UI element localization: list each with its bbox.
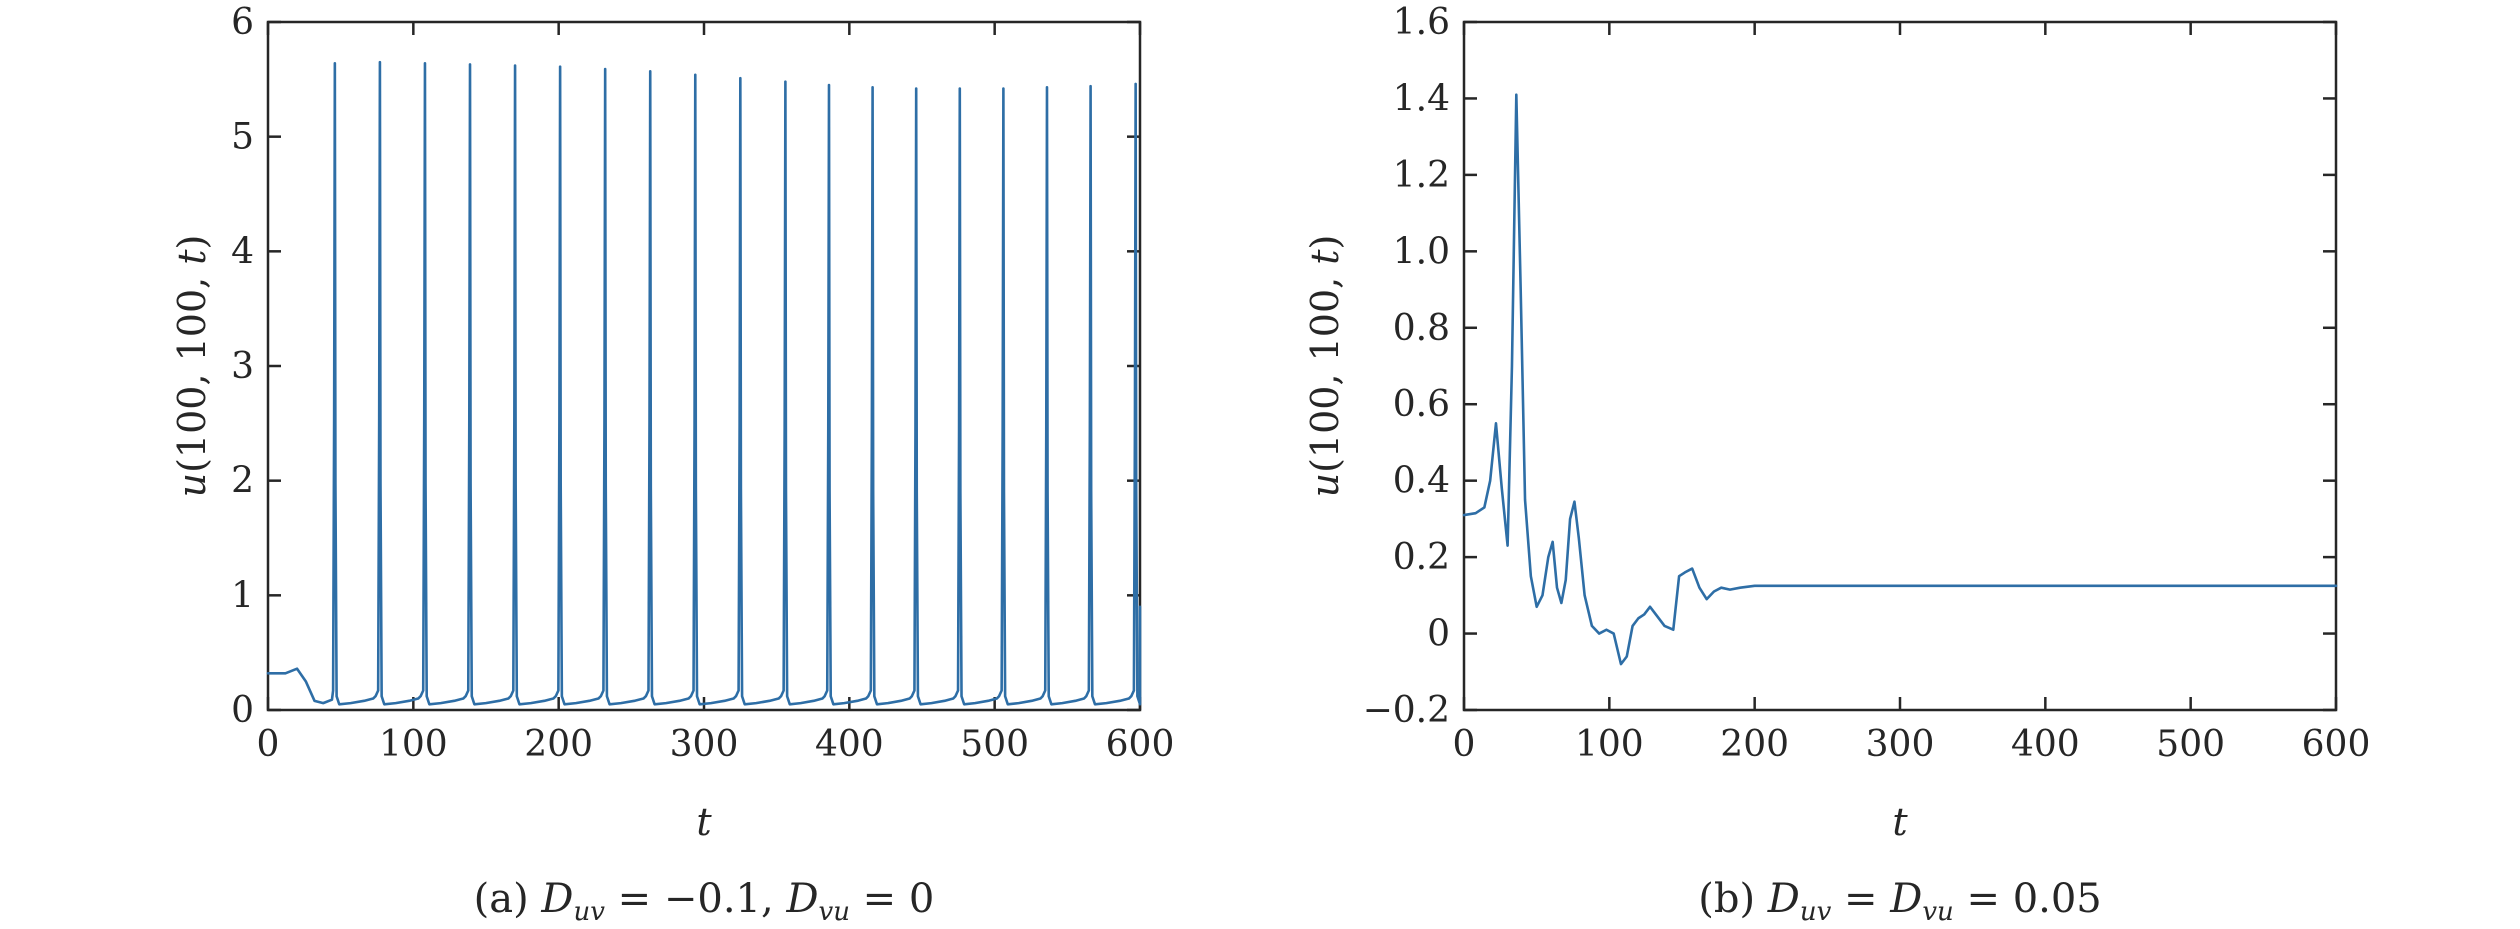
panel-a-y-axis-label-t: t	[170, 249, 214, 265]
x-tick-label: 600	[1106, 724, 1175, 765]
y-tick-label: 0	[1427, 614, 1450, 655]
y-tick-label: 0.6	[1393, 384, 1450, 425]
y-tick-label: −0.2	[1363, 690, 1450, 731]
x-tick-label: 300	[670, 724, 739, 765]
panel-b-y-axis-label: u(100, 100, t)	[1303, 235, 1347, 498]
y-tick-label: 3	[231, 346, 254, 387]
panel-b-ticks	[1462, 20, 2338, 712]
x-tick-label: 100	[379, 724, 448, 765]
x-tick-label: 0	[257, 724, 280, 765]
y-tick-label: 1.0	[1393, 231, 1450, 272]
panel-a-caption-prefix: (a)	[474, 876, 542, 922]
panel-a-caption-d1: D	[540, 876, 573, 922]
panel-a-caption-suffix: = 0	[850, 876, 934, 922]
panel-b-caption: (b) Duv = Dvu = 0.05	[1698, 876, 2102, 927]
y-tick-label: 1.4	[1393, 78, 1450, 119]
x-tick-label: 500	[2156, 724, 2225, 765]
panel-b-y-axis-label-close: )	[1303, 235, 1347, 250]
x-tick-label: 400	[2011, 724, 2080, 765]
panel-a-y-axis-label-fn: u	[170, 473, 214, 497]
panel-a-y-axis-label: u(100, 100, t)	[170, 235, 214, 498]
y-tick-label: 4	[231, 231, 254, 272]
panel-a-caption-mid: = −0.1,	[605, 876, 787, 922]
panel-a: 0 100 200 300 400 500 600 0 1 2 3 4 5 6 t u(100, 100,…	[170, 2, 1174, 927]
x-tick-label: 300	[1866, 724, 1935, 765]
panel-b-tick-labels: 0 100 200 300 400 500 600−0.200.20.40.60.81.01…	[1363, 2, 2371, 765]
y-tick-label: 0.8	[1393, 308, 1450, 349]
panel-b-caption-sub2: vu	[1922, 897, 1953, 927]
x-tick-label: 600	[2302, 724, 2371, 765]
panel-a-caption: (a) Duv = −0.1, Dvu = 0	[474, 876, 935, 927]
y-tick-label: 0.4	[1393, 461, 1450, 502]
series-line	[266, 60, 1142, 706]
panel-a-y-axis-label-close: )	[170, 235, 214, 250]
x-tick-label: 200	[1720, 724, 1789, 765]
panel-a-ticks	[266, 20, 1142, 712]
panel-a-caption-sub1: uv	[573, 897, 605, 927]
panel-b-frame	[1462, 20, 2338, 712]
panel-b-y-axis-label-fn: u	[1303, 473, 1347, 497]
x-tick-label: 500	[960, 724, 1029, 765]
panel-b-caption-sub1: uv	[1800, 897, 1832, 927]
panel-b-series	[1462, 93, 2338, 666]
panel-a-frame	[266, 20, 1142, 712]
panel-a-caption-d2: D	[785, 876, 818, 922]
series-line	[1462, 93, 2338, 666]
panel-a-y-axis-label-args: (100, 100,	[170, 265, 214, 473]
x-tick-label: 100	[1575, 724, 1644, 765]
y-tick-label: 1	[231, 575, 254, 616]
y-tick-label: 0	[231, 690, 254, 731]
y-tick-label: 1.6	[1393, 2, 1450, 43]
y-tick-label: 2	[231, 461, 254, 502]
panel-b-caption-suffix: = 0.05	[1954, 876, 2102, 922]
panel-b-caption-prefix: (b)	[1698, 876, 1768, 922]
x-tick-label: 0	[1453, 724, 1476, 765]
panel-b-caption-d2: D	[1889, 876, 1922, 922]
y-tick-label: 5	[231, 117, 254, 158]
panel-b: 0 100 200 300 400 500 600−0.200.20.40.60.81.01…	[1303, 2, 2370, 927]
x-tick-label: 400	[815, 724, 884, 765]
panel-a-series	[266, 60, 1142, 706]
y-tick-label: 1.2	[1393, 155, 1450, 196]
panel-a-caption-sub2: vu	[819, 897, 850, 927]
panel-b-caption-d1: D	[1767, 876, 1800, 922]
panel-b-caption-mid: =	[1831, 876, 1890, 922]
x-tick-label: 200	[524, 724, 593, 765]
panel-b-y-axis-label-args: (100, 100,	[1303, 265, 1347, 473]
panel-b-y-axis-label-t: t	[1303, 249, 1347, 265]
panel-a-x-axis-label: t	[696, 800, 712, 844]
y-tick-label: 6	[231, 2, 254, 43]
y-tick-label: 0.2	[1393, 537, 1450, 578]
panel-a-tick-labels: 0 100 200 300 400 500 600 0 1 2 3 4 5 6	[231, 2, 1174, 765]
panel-b-x-axis-label: t	[1892, 800, 1908, 844]
